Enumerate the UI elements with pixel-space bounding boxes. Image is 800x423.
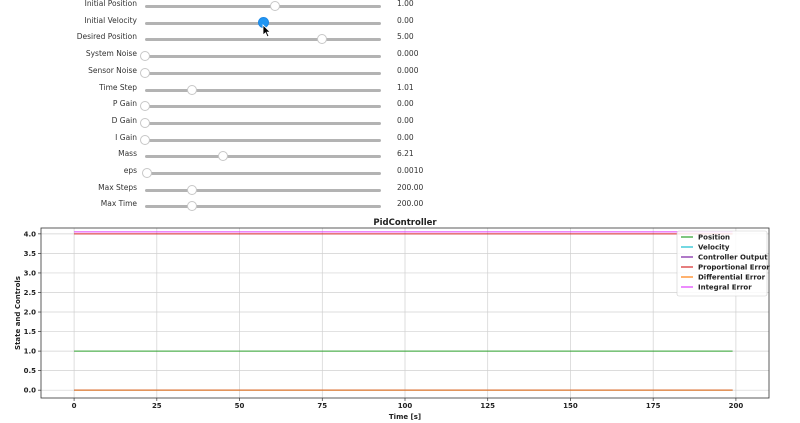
- y-axis-label: State and Controls: [14, 276, 22, 350]
- legend-label: Differential Error: [698, 274, 766, 282]
- slider-label: Time Step: [99, 82, 137, 92]
- slider-value: 5.00: [397, 32, 414, 42]
- x-axis-label: Time [s]: [389, 413, 421, 421]
- slider-value: 0.0010: [397, 166, 424, 175]
- slider-track[interactable]: [145, 38, 381, 42]
- slider-label: Sensor Noise: [88, 65, 137, 75]
- slider-thumb[interactable]: [140, 67, 150, 78]
- slider-row: Sensor Noise 0.000: [0, 65, 800, 82]
- slider-value: 0.000: [397, 65, 419, 75]
- slider-row: D Gain 0.00: [0, 115, 800, 132]
- slider-value: 6.21: [397, 149, 414, 159]
- slider-row: System Noise 0.000: [0, 48, 800, 65]
- x-tick-label: 50: [235, 402, 245, 410]
- y-tick-label: 3.0: [24, 269, 37, 277]
- slider-thumb[interactable]: [140, 101, 150, 112]
- slider-row: Max Time 200.00: [0, 198, 800, 215]
- y-tick-label: 2.0: [24, 309, 37, 317]
- slider-thumb[interactable]: [217, 151, 228, 162]
- slider-label: Initial Velocity: [84, 15, 137, 25]
- slider-row: P Gain 0.00: [0, 98, 800, 115]
- legend-label: Position: [698, 234, 730, 242]
- slider-value: 0.00: [397, 115, 414, 125]
- slider-value: 200.00: [397, 199, 424, 209]
- x-tick-label: 100: [398, 402, 413, 410]
- slider-thumb[interactable]: [140, 134, 150, 145]
- slider-value: 200.00: [397, 182, 424, 192]
- slider-row: Max Steps 200.00: [0, 182, 800, 199]
- mouse-cursor-icon: [262, 24, 272, 38]
- slider-track[interactable]: [145, 5, 381, 8]
- slider-track[interactable]: [145, 88, 381, 92]
- x-tick-label: 125: [480, 402, 495, 410]
- slider-row: Desired Position 5.00: [0, 31, 800, 48]
- slider-label: Desired Position: [76, 32, 137, 42]
- slider-row: eps 0.0010: [0, 165, 800, 182]
- y-tick-label: 3.5: [24, 250, 37, 258]
- legend-label: Controller Output: [698, 254, 768, 262]
- slider-track[interactable]: [145, 105, 381, 109]
- plot-frame: [40, 227, 770, 399]
- legend-box: [676, 230, 768, 297]
- slider-thumb[interactable]: [140, 117, 150, 128]
- slider-label: D Gain: [111, 115, 137, 125]
- chart-title: PidController: [373, 218, 437, 228]
- slider-thumb[interactable]: [142, 168, 153, 178]
- slider-thumb[interactable]: [187, 84, 198, 95]
- y-tick-label: 1.5: [24, 328, 37, 336]
- slider-value: 1.01: [397, 82, 414, 92]
- slider-row: Time Step 1.01: [0, 82, 800, 99]
- legend-label: Integral Error: [698, 284, 752, 292]
- slider-thumb[interactable]: [187, 184, 198, 195]
- slider-label: Initial Position: [84, 0, 137, 8]
- legend-label: Velocity: [698, 244, 730, 252]
- y-tick-label: 4.0: [24, 230, 37, 238]
- x-tick-label: 150: [563, 402, 578, 410]
- pid-chart: PidController 0 25 50 75 100 125 150 175 200 0.0 0.…: [14, 218, 770, 421]
- slider-value: 0.00: [397, 99, 414, 109]
- slider-value: 0.000: [397, 49, 419, 59]
- slider-value: 1.00: [397, 0, 414, 8]
- y-tick-label: 0.0: [24, 387, 37, 395]
- slider-track[interactable]: [145, 138, 381, 142]
- slider-thumb[interactable]: [140, 51, 150, 62]
- slider-track[interactable]: [145, 155, 381, 159]
- y-tick-label: 2.5: [24, 289, 37, 297]
- slider-label: Mass: [118, 149, 137, 159]
- slider-track[interactable]: [145, 71, 381, 75]
- y-tick-label: 0.5: [24, 367, 37, 375]
- x-tick-label: 175: [646, 402, 661, 410]
- x-tick-label: 0: [72, 402, 77, 410]
- slider-track[interactable]: [145, 205, 381, 209]
- x-tick-label: 200: [729, 402, 744, 410]
- slider-row: Initial Velocity 0.00: [0, 15, 800, 32]
- x-tick-label: 25: [152, 402, 162, 410]
- slider-label: I Gain: [115, 132, 137, 142]
- slider-label: P Gain: [112, 99, 137, 109]
- slider-label: eps: [123, 166, 137, 175]
- slider-value: 0.00: [397, 132, 414, 142]
- slider-row: I Gain 0.00: [0, 132, 800, 149]
- slider-label: Max Time: [100, 199, 137, 209]
- slider-track[interactable]: [145, 188, 381, 192]
- slider-row: Initial Position 1.00: [0, 0, 800, 15]
- slider-row: Mass 6.21: [0, 148, 800, 165]
- slider-track[interactable]: [145, 55, 381, 59]
- slider-label: Max Steps: [98, 182, 137, 192]
- x-tick-label: 75: [317, 402, 327, 410]
- legend-label: Proportional Error: [698, 264, 770, 272]
- slider-track[interactable]: [145, 172, 381, 175]
- slider-thumb[interactable]: [317, 34, 327, 45]
- slider-thumb[interactable]: [187, 201, 198, 212]
- slider-thumb[interactable]: [269, 1, 280, 11]
- slider-track[interactable]: [145, 121, 381, 125]
- y-tick-label: 1.0: [24, 348, 37, 356]
- slider-label: System Noise: [85, 49, 137, 59]
- slider-value: 0.00: [397, 15, 414, 25]
